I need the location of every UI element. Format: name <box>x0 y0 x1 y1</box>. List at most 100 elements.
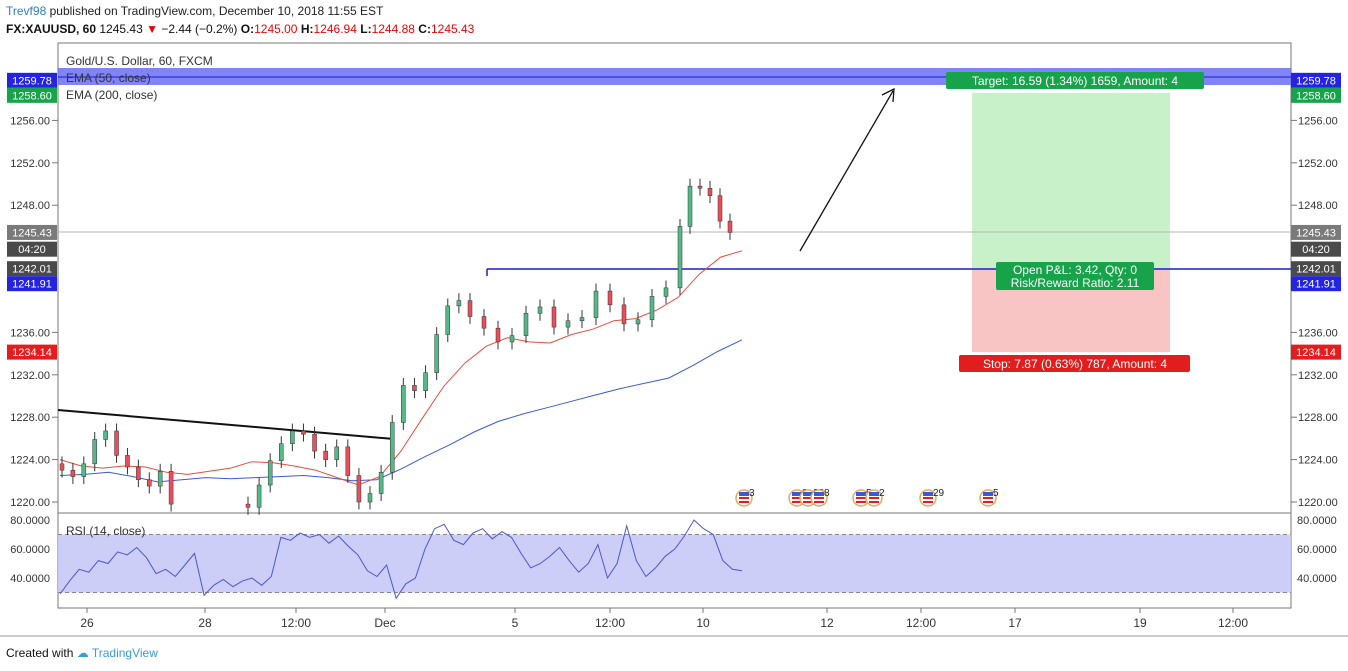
price-badge-text: 1245.43 <box>12 227 52 239</box>
arrow-head-icon <box>881 87 895 103</box>
candle[interactable] <box>389 415 395 480</box>
candle[interactable] <box>356 468 362 510</box>
price-badge: 1245.43 <box>7 224 57 240</box>
candle[interactable] <box>147 472 152 494</box>
pnl-label-box[interactable] <box>996 262 1154 290</box>
price-badge-text: 1259.78 <box>1296 75 1336 87</box>
us-flag-icon[interactable]: 8 <box>810 488 830 507</box>
us-flag-icon[interactable]: 3 <box>735 488 755 507</box>
price-tick-label: 1252.00 <box>1298 158 1338 170</box>
target-label-box[interactable] <box>946 72 1204 89</box>
candle[interactable] <box>136 459 141 488</box>
event-count: 8 <box>824 488 830 499</box>
time-axis[interactable]: 26 28 12:00 Dec 5 12:00 10 12 12:00 17 19 12:00 <box>80 608 1248 630</box>
projection-arrow[interactable] <box>799 90 894 252</box>
candle[interactable] <box>245 496 251 515</box>
candle[interactable] <box>168 463 174 512</box>
candle[interactable] <box>495 320 501 350</box>
candle[interactable] <box>607 283 613 313</box>
time-tick-label: 10 <box>696 616 710 630</box>
time-tick-label: 5 <box>512 616 519 630</box>
us-flag-icon[interactable]: 29 <box>919 488 945 507</box>
candle[interactable] <box>423 365 428 399</box>
candle[interactable] <box>103 423 108 447</box>
price-tick-label: 1224.00 <box>10 455 50 467</box>
candle[interactable] <box>593 283 599 325</box>
price-badge-text: 1245.43 <box>1296 227 1336 239</box>
candle[interactable] <box>445 298 451 342</box>
candle[interactable] <box>649 288 655 328</box>
rsi-axis[interactable]: 80.0000 80.0000 60.0000 60.0000 40.0000 40.00… <box>10 515 1337 585</box>
candle[interactable] <box>301 423 306 442</box>
ema-200-line[interactable] <box>59 339 743 483</box>
candle[interactable] <box>551 299 557 335</box>
tradingview-logo-icon[interactable]: ☁ TradingView <box>76 646 158 660</box>
candle[interactable] <box>456 293 462 314</box>
candlestick-series[interactable] <box>59 178 733 515</box>
candle[interactable] <box>509 328 515 350</box>
candle[interactable] <box>412 377 417 399</box>
candle[interactable] <box>70 462 76 484</box>
price-badge: 1241.91 <box>7 276 57 292</box>
candle[interactable] <box>114 423 119 463</box>
candle[interactable] <box>125 447 130 475</box>
price-axis-right[interactable]: 1256.00 1252.00 1248.00 1236.00 1232.00 1228.… <box>1291 115 1338 509</box>
candle[interactable] <box>59 456 65 478</box>
candle[interactable] <box>537 299 543 321</box>
candle[interactable] <box>267 453 273 493</box>
candle[interactable] <box>401 377 406 430</box>
candle[interactable] <box>523 305 529 343</box>
created-with-text: Created with <box>6 646 74 660</box>
rsi-line[interactable] <box>59 519 743 600</box>
price-tick-label: 1252.00 <box>10 158 50 170</box>
candle[interactable] <box>279 436 284 469</box>
candle[interactable] <box>378 464 384 501</box>
candle[interactable] <box>687 178 693 234</box>
chart-title: Gold/U.S. Dollar, 60, FXCM <box>66 54 213 68</box>
candle[interactable] <box>565 313 571 335</box>
candle[interactable] <box>323 443 328 468</box>
candle[interactable] <box>334 439 339 468</box>
candle[interactable] <box>663 280 669 304</box>
candle[interactable] <box>157 463 163 494</box>
us-flag-icon[interactable]: 2 <box>865 488 885 507</box>
candle[interactable] <box>290 423 295 452</box>
time-tick: 12:00 <box>906 608 936 630</box>
us-flag-icon[interactable]: 5 <box>979 488 999 507</box>
economic-events[interactable]: 3822852295 <box>735 488 999 507</box>
candle[interactable] <box>256 477 262 515</box>
ema-50-line[interactable] <box>59 250 743 486</box>
candle[interactable] <box>92 432 97 472</box>
candle[interactable] <box>579 310 585 329</box>
candle[interactable] <box>467 293 473 324</box>
candle[interactable] <box>707 180 713 204</box>
stop-label-box[interactable] <box>959 355 1190 372</box>
high-label: H: <box>300 22 314 36</box>
price-badge: 1242.01 <box>7 261 57 277</box>
profit-zone[interactable] <box>972 92 1170 269</box>
time-tick: 5 <box>512 608 519 630</box>
candle[interactable] <box>677 218 683 296</box>
price-badges-right: 1259.78 1258.60 1245.43 04:20 1242.01 1241.91… <box>1291 72 1341 360</box>
candle[interactable] <box>312 426 317 459</box>
candle[interactable] <box>727 213 733 240</box>
author-link[interactable]: Trevf98 <box>6 4 47 18</box>
price-badges-left: 1259.78 1258.60 1245.43 04:20 1242.01 1241.91… <box>7 72 57 360</box>
candle[interactable] <box>481 309 487 336</box>
candle[interactable] <box>367 486 373 510</box>
time-tick: 26 <box>80 608 94 630</box>
trend-line[interactable] <box>57 409 395 440</box>
candle[interactable] <box>345 439 351 483</box>
candle[interactable] <box>621 297 627 332</box>
price-axis-left[interactable]: 1256.00 1252.00 1248.00 1236.00 1232.00 1228.… <box>10 115 58 509</box>
event-count: 29 <box>933 488 945 499</box>
price-tick-label: 1256.00 <box>1298 115 1338 127</box>
candle[interactable] <box>635 312 641 332</box>
price-tick-label: 1232.00 <box>10 370 50 382</box>
pnl-label: Open P&L: 3.42, Qty: 0 <box>1013 263 1137 277</box>
candle[interactable] <box>81 456 87 484</box>
candle[interactable] <box>717 188 723 229</box>
candle[interactable] <box>697 178 703 196</box>
candle[interactable] <box>434 327 439 381</box>
